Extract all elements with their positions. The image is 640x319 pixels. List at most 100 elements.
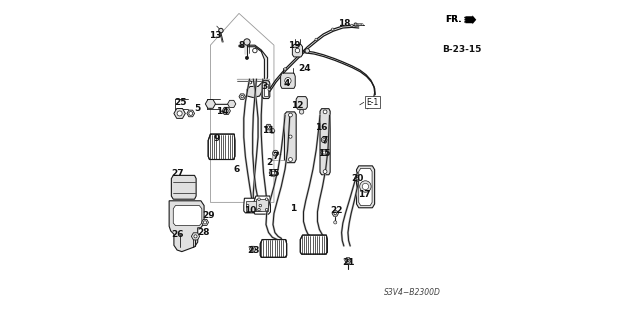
Circle shape [194, 235, 197, 238]
Circle shape [323, 170, 327, 174]
Text: 18: 18 [337, 19, 350, 28]
Circle shape [189, 112, 193, 115]
Circle shape [252, 248, 254, 250]
Polygon shape [250, 246, 256, 252]
Circle shape [295, 48, 300, 53]
Text: 29: 29 [202, 211, 214, 219]
Polygon shape [270, 129, 275, 133]
Polygon shape [355, 176, 361, 181]
Text: 15: 15 [318, 149, 330, 158]
Text: 12: 12 [291, 101, 304, 110]
Polygon shape [266, 124, 272, 130]
Text: FR.: FR. [445, 15, 461, 24]
Circle shape [334, 212, 337, 215]
Text: 21: 21 [342, 258, 355, 267]
Circle shape [323, 138, 325, 141]
Circle shape [266, 198, 268, 200]
Circle shape [360, 181, 371, 192]
Circle shape [285, 78, 291, 84]
Polygon shape [169, 201, 204, 252]
Circle shape [284, 68, 286, 70]
Text: 15: 15 [267, 169, 279, 178]
Text: 22: 22 [331, 206, 343, 215]
Bar [246, 201, 261, 211]
Text: 6: 6 [234, 165, 240, 174]
Polygon shape [332, 211, 339, 216]
Circle shape [241, 95, 243, 98]
Circle shape [359, 24, 361, 26]
Text: 24: 24 [298, 64, 311, 73]
Polygon shape [262, 81, 270, 99]
Circle shape [266, 208, 268, 211]
Text: 26: 26 [172, 230, 184, 239]
Circle shape [258, 198, 260, 200]
Bar [257, 199, 268, 211]
Text: 16: 16 [316, 123, 328, 132]
Text: 9: 9 [214, 134, 220, 143]
Polygon shape [208, 134, 235, 160]
Circle shape [362, 24, 363, 26]
Circle shape [253, 48, 257, 53]
Circle shape [245, 56, 248, 59]
Polygon shape [187, 110, 195, 117]
Text: 3: 3 [261, 82, 268, 91]
Text: S3V4−B2300D: S3V4−B2300D [383, 288, 440, 297]
Text: 2: 2 [266, 158, 272, 167]
Circle shape [289, 135, 292, 138]
Polygon shape [320, 109, 330, 175]
Polygon shape [222, 107, 230, 115]
Text: FR.: FR. [445, 15, 461, 24]
Circle shape [275, 152, 277, 154]
Circle shape [258, 208, 260, 211]
Circle shape [305, 49, 310, 53]
Circle shape [204, 221, 207, 224]
Circle shape [268, 126, 270, 128]
Circle shape [355, 24, 357, 26]
Text: 8: 8 [239, 41, 244, 50]
Polygon shape [260, 240, 287, 257]
Text: 7: 7 [321, 136, 328, 145]
Circle shape [268, 88, 271, 91]
Polygon shape [269, 169, 277, 176]
Circle shape [300, 110, 304, 114]
Circle shape [289, 158, 292, 161]
Polygon shape [244, 198, 264, 213]
Circle shape [246, 204, 249, 207]
Polygon shape [174, 108, 186, 118]
Circle shape [289, 113, 292, 117]
Polygon shape [239, 45, 268, 98]
Text: 1: 1 [290, 204, 296, 213]
Circle shape [362, 183, 369, 190]
Circle shape [354, 23, 357, 26]
Text: 25: 25 [174, 98, 186, 107]
Polygon shape [202, 219, 209, 226]
Polygon shape [239, 94, 245, 99]
Text: 11: 11 [262, 126, 274, 135]
Text: 19: 19 [288, 41, 301, 50]
FancyArrow shape [465, 15, 476, 24]
Circle shape [333, 221, 337, 224]
Text: B-23-15: B-23-15 [442, 45, 481, 55]
Text: 28: 28 [197, 228, 210, 237]
Polygon shape [321, 150, 328, 156]
Polygon shape [191, 233, 200, 240]
Polygon shape [228, 100, 236, 108]
Circle shape [271, 171, 275, 174]
Text: 14: 14 [216, 108, 229, 116]
Circle shape [360, 24, 362, 26]
Polygon shape [172, 175, 196, 199]
Polygon shape [205, 100, 216, 108]
Text: 13: 13 [209, 31, 221, 40]
Circle shape [351, 24, 353, 27]
Text: 23: 23 [247, 246, 260, 255]
Circle shape [244, 39, 250, 45]
Polygon shape [296, 97, 307, 109]
Polygon shape [356, 166, 374, 208]
Circle shape [347, 259, 349, 262]
Text: 7: 7 [273, 152, 279, 161]
Circle shape [273, 150, 278, 156]
Polygon shape [280, 73, 295, 88]
Text: 5: 5 [194, 104, 200, 113]
Text: 20: 20 [351, 174, 364, 183]
Polygon shape [284, 112, 296, 163]
